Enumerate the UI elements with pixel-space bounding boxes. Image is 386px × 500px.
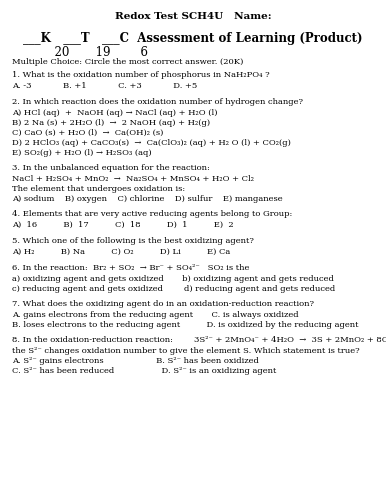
Text: 4. Elements that are very active reducing agents belong to Group:: 4. Elements that are very active reducin… — [12, 210, 292, 218]
Text: A) H₂          B) Na          C) O₂          D) Li          E) Ca: A) H₂ B) Na C) O₂ D) Li E) Ca — [12, 248, 230, 256]
Text: B) 2 Na (s) + 2H₂O (l)  →  2 NaOH (aq) + H₂(g): B) 2 Na (s) + 2H₂O (l) → 2 NaOH (aq) + H… — [12, 119, 210, 127]
Text: C. S²⁻ has been reduced                  D. S²⁻ is an oxidizing agent: C. S²⁻ has been reduced D. S²⁻ is an oxi… — [12, 367, 276, 375]
Text: C) CaO (s) + H₂O (l)  →  Ca(OH)₂ (s): C) CaO (s) + H₂O (l) → Ca(OH)₂ (s) — [12, 129, 163, 137]
Text: 2. In which reaction does the oxidation number of hydrogen change?: 2. In which reaction does the oxidation … — [12, 98, 303, 106]
Text: The element that undergoes oxidation is:: The element that undergoes oxidation is: — [12, 185, 185, 193]
Text: the S²⁻ changes oxidation number to give the element S. Which statement is true?: the S²⁻ changes oxidation number to give… — [12, 347, 360, 355]
Text: c) reducing agent and gets oxidized        d) reducing agent and gets reduced: c) reducing agent and gets oxidized d) r… — [12, 285, 335, 293]
Text: Multiple Choice: Circle the most correct answer. (20K): Multiple Choice: Circle the most correct… — [12, 58, 244, 66]
Text: 7. What does the oxidizing agent do in an oxidation-reduction reaction?: 7. What does the oxidizing agent do in a… — [12, 300, 314, 308]
Text: A) HCl (aq)  +  NaOH (aq) → NaCl (aq) + H₂O (l): A) HCl (aq) + NaOH (aq) → NaCl (aq) + H₂… — [12, 109, 217, 117]
Text: a) oxidizing agent and gets oxidized       b) oxidizing agent and gets reduced: a) oxidizing agent and gets oxidized b) … — [12, 275, 334, 283]
Text: 8. In the oxidation-reduction reaction:        3S²⁻ + 2MnO₄⁻ + 4H₂O  →  3S + 2Mn: 8. In the oxidation-reduction reaction: … — [12, 336, 386, 344]
Text: B. loses electrons to the reducing agent          D. is oxidized by the reducing: B. loses electrons to the reducing agent… — [12, 321, 359, 329]
Text: Redox Test SCH4U   Name:: Redox Test SCH4U Name: — [115, 12, 271, 21]
Text: 1. What is the oxidation number of phosphorus in NaH₂PO₄ ?: 1. What is the oxidation number of phosp… — [12, 71, 270, 79]
Text: 6. In the reaction:  Br₂ + SO₂  → Br⁻ + SO₄²⁻   SO₂ is the: 6. In the reaction: Br₂ + SO₂ → Br⁻ + SO… — [12, 264, 249, 272]
Text: D) 2 HClO₃ (aq) + CaCO₃(s)  →  Ca(ClO₃)₂ (aq) + H₂ O (l) + CO₂(g): D) 2 HClO₃ (aq) + CaCO₃(s) → Ca(ClO₃)₂ (… — [12, 139, 291, 147]
Text: 5. Which one of the following is the best oxidizing agent?: 5. Which one of the following is the bes… — [12, 237, 254, 245]
Text: NaCl + H₂SO₄ + MnO₂  →  Na₂SO₄ + MnSO₄ + H₂O + Cl₂: NaCl + H₂SO₄ + MnO₂ → Na₂SO₄ + MnSO₄ + H… — [12, 175, 254, 183]
Text: A) sodium    B) oxygen    C) chlorine    D) sulfur    E) manganese: A) sodium B) oxygen C) chlorine D) sulfu… — [12, 195, 283, 203]
Text: ___K   ___T   ___C  Assessment of Learning (Product): ___K ___T ___C Assessment of Learning (P… — [23, 32, 363, 45]
Text: 3. In the unbalanced equation for the reaction:: 3. In the unbalanced equation for the re… — [12, 164, 210, 172]
Text: E) SO₂(g) + H₂O (l) → H₂SO₃ (aq): E) SO₂(g) + H₂O (l) → H₂SO₃ (aq) — [12, 149, 152, 157]
Text: A)  16          B)  17          C)  18          D)  1          E)  2: A) 16 B) 17 C) 18 D) 1 E) 2 — [12, 221, 234, 229]
Text: A. S²⁻ gains electrons                    B. S²⁻ has been oxidized: A. S²⁻ gains electrons B. S²⁻ has been o… — [12, 357, 259, 365]
Text: A. gains electrons from the reducing agent       C. is always oxidized: A. gains electrons from the reducing age… — [12, 311, 299, 319]
Text: A. -3            B. +1            C. +3            D. +5: A. -3 B. +1 C. +3 D. +5 — [12, 82, 197, 90]
Text: 20       19        6: 20 19 6 — [47, 46, 148, 59]
